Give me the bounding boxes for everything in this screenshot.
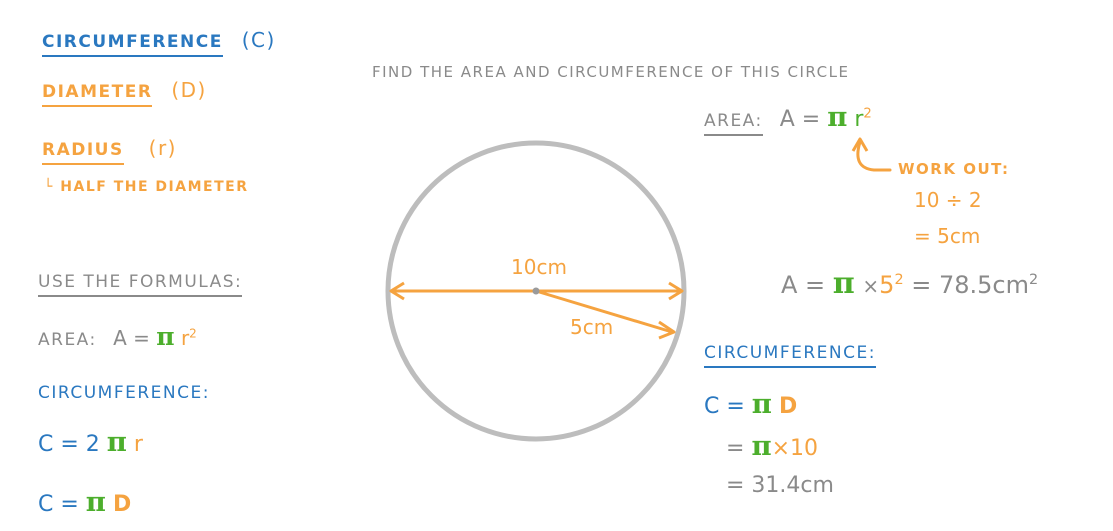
area-calc-exp: 2	[894, 272, 904, 288]
workout-label: WORK OUT:	[898, 160, 1010, 178]
solution-circ-line2: = π×10	[726, 430, 818, 462]
solution-area-lhs: A =	[779, 107, 821, 132]
formula-circ-1-lhs: C = 2	[38, 432, 100, 457]
formula-circ-2-lhs: C =	[38, 492, 79, 517]
area-calc-lhs: A =	[781, 271, 826, 299]
area-calc-unit-exp: 2	[1029, 272, 1039, 288]
radius-label: 5cm	[570, 315, 614, 339]
circ-line2-rest: ×10	[771, 436, 819, 461]
formula-area-pi: π	[156, 322, 175, 351]
diameter-label: 10cm	[511, 255, 567, 279]
glossary-radius-note: └ HALF THE DIAMETER	[44, 179, 249, 195]
glossary-diameter: DIAMETER (D)	[42, 78, 207, 107]
workout-hook-arrowhead	[851, 137, 869, 152]
area-calc-base: 5	[879, 271, 895, 299]
circ-line2-pi: π	[751, 430, 772, 462]
center-dot	[532, 287, 540, 295]
circ-line1-lhs: C =	[704, 394, 745, 419]
diameter-arrow-left	[389, 281, 405, 301]
workout-hook-arrow	[856, 140, 892, 172]
workout-line2: = 5cm	[914, 224, 981, 248]
formula-circ-1-pi: π	[106, 426, 127, 458]
formula-area: AREA: A = π r2	[38, 322, 197, 351]
glossary-circumference-symbol: (C)	[241, 28, 276, 52]
diameter-arrow-right	[668, 281, 684, 301]
glossary-radius-symbol: (r)	[148, 136, 177, 160]
solution-area-label: AREA:	[704, 111, 763, 136]
question-text: FIND THE AREA AND CIRCUMFERENCE OF THIS …	[372, 63, 850, 81]
formulas-heading-wrap: USE THE FORMULAS:	[38, 272, 243, 297]
formula-area-lhs: A =	[113, 326, 150, 350]
circ-line2-eq: =	[726, 436, 745, 461]
glossary-radius: RADIUS (r)	[42, 136, 177, 165]
glossary-radius-term: RADIUS	[42, 140, 124, 165]
solution-area-r: r	[854, 107, 864, 132]
area-calculation: A = π ×52 = 78.5cm2	[781, 266, 1038, 301]
formula-circ-2-pi: π	[85, 486, 106, 518]
glossary-circumference: CIRCUMFERENCE (C)	[42, 28, 276, 57]
formula-area-label: AREA:	[38, 330, 97, 350]
radius-line	[535, 289, 673, 334]
solution-area: AREA: A = π r2	[704, 101, 872, 136]
solution-area-squared: 2	[863, 106, 872, 122]
solution-circ-heading: CIRCUMFERENCE:	[704, 343, 876, 368]
circ-line1-pi: π	[751, 388, 772, 420]
formula-area-r: r	[180, 326, 190, 350]
area-calc-result: = 78.5cm	[911, 271, 1029, 299]
formula-circ-2: C = π D	[38, 486, 131, 518]
solution-circ-line1: C = π D	[704, 388, 797, 420]
formulas-heading: USE THE FORMULAS:	[38, 272, 243, 297]
circle-outline	[385, 140, 687, 442]
formula-area-squared: 2	[189, 326, 197, 341]
glossary-circumference-term: CIRCUMFERENCE	[42, 32, 223, 57]
glossary-diameter-term: DIAMETER	[42, 82, 153, 107]
area-calc-pi: π	[832, 266, 855, 301]
circ-line1-d: D	[778, 394, 798, 419]
formula-circ-2-d: D	[112, 492, 132, 517]
solution-circ-line3: = 31.4cm	[726, 473, 834, 498]
area-calc-times: ×	[862, 274, 880, 298]
formulas-circ-heading: CIRCUMFERENCE:	[38, 383, 210, 403]
formula-circ-1: C = 2 π r	[38, 426, 143, 458]
workout-line1: 10 ÷ 2	[914, 188, 982, 212]
solution-area-pi: π	[827, 101, 848, 133]
glossary-diameter-symbol: (D)	[171, 78, 207, 102]
formula-circ-1-r: r	[133, 432, 143, 457]
solution-circ-heading-wrap: CIRCUMFERENCE:	[704, 343, 876, 368]
radius-arrow	[658, 320, 676, 340]
